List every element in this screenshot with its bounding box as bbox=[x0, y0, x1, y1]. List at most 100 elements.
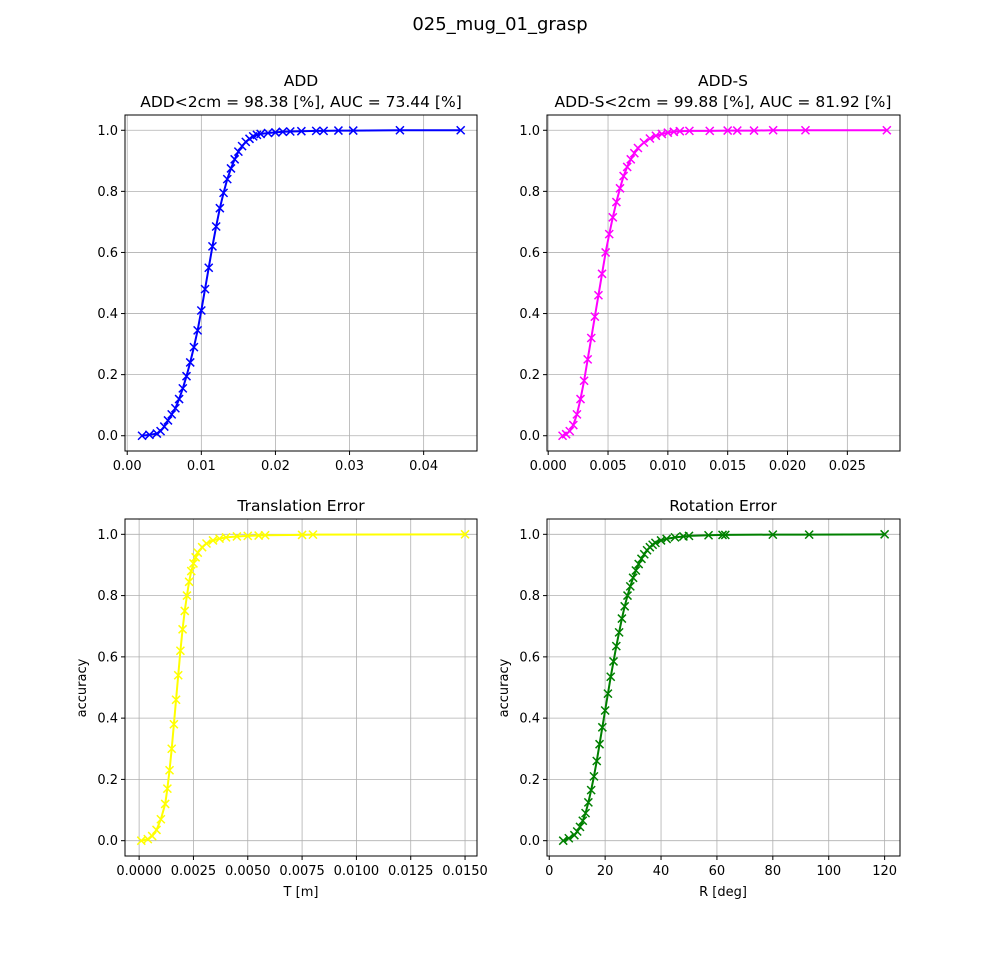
data-point-marker bbox=[285, 126, 295, 137]
data-point-marker bbox=[670, 532, 680, 542]
data-point-marker bbox=[204, 263, 214, 273]
data-point-marker bbox=[188, 558, 198, 568]
y-tick-label: 0.2 bbox=[519, 773, 540, 788]
data-point-marker bbox=[137, 431, 147, 441]
data-point-marker bbox=[568, 420, 578, 430]
y-tick-label: 1.0 bbox=[97, 528, 118, 543]
y-tick-label: 0.8 bbox=[97, 589, 118, 604]
data-point-marker bbox=[720, 530, 730, 540]
x-tick-label: 0.005 bbox=[589, 459, 626, 474]
y-tick-label: 0.6 bbox=[519, 246, 540, 261]
data-point-marker bbox=[395, 125, 405, 135]
data-point-marker bbox=[572, 409, 582, 419]
data-point-marker bbox=[617, 614, 627, 624]
x-tick-label: 0.0075 bbox=[279, 864, 325, 879]
data-point-marker bbox=[222, 174, 232, 184]
data-point-marker bbox=[611, 641, 621, 651]
data-point-marker bbox=[611, 197, 621, 207]
x-tick-label: 0.04 bbox=[409, 459, 438, 474]
y-tick-label: 0.6 bbox=[97, 650, 118, 665]
y-tick-label: 0.2 bbox=[97, 368, 118, 383]
data-point-marker bbox=[181, 371, 192, 381]
data-point-marker bbox=[603, 689, 613, 699]
data-point-marker bbox=[636, 554, 646, 564]
data-point-marker bbox=[270, 127, 280, 137]
x-tick-label: 0.0150 bbox=[442, 864, 488, 879]
data-point-marker bbox=[639, 549, 649, 559]
y-tick-label: 0.8 bbox=[519, 589, 540, 604]
series-line bbox=[141, 129, 461, 437]
x-tick-label: 0.0100 bbox=[334, 864, 380, 879]
data-point-marker bbox=[232, 531, 242, 541]
subplot-subtitle: ADD-S<2cm = 99.88 [%], AUC = 81.92 [%] bbox=[555, 93, 892, 111]
x-tick-label: 0.0050 bbox=[225, 864, 271, 879]
data-point-marker bbox=[256, 129, 266, 139]
data-point-marker bbox=[723, 126, 733, 136]
data-point-marker bbox=[186, 566, 196, 576]
data-point-marker bbox=[460, 529, 470, 539]
y-tick-label: 0.4 bbox=[519, 712, 540, 727]
data-point-marker bbox=[151, 825, 162, 835]
data-point-marker bbox=[593, 290, 603, 300]
y-tick-label: 0.4 bbox=[519, 307, 540, 322]
x-tick-label: 0 bbox=[545, 864, 553, 879]
x-tick-label: 0.01 bbox=[187, 459, 216, 474]
data-point-marker bbox=[163, 415, 173, 425]
x-tick-label: 80 bbox=[765, 864, 782, 879]
data-point-marker bbox=[675, 126, 685, 136]
data-point-marker bbox=[619, 171, 629, 181]
data-point-marker bbox=[178, 624, 188, 634]
data-point-marker bbox=[263, 128, 273, 138]
subplot-title: Rotation Error bbox=[669, 497, 777, 515]
y-tick-label: 0.2 bbox=[519, 368, 540, 383]
series-line bbox=[562, 129, 887, 437]
data-point-marker bbox=[626, 154, 636, 164]
x-tick-label: 60 bbox=[709, 864, 726, 879]
data-point-marker bbox=[717, 530, 728, 540]
data-point-marker bbox=[136, 836, 146, 846]
data-point-marker bbox=[233, 147, 243, 157]
data-point-marker bbox=[558, 836, 568, 846]
data-point-marker bbox=[629, 148, 639, 158]
plot-area-3: 0.0000 0.0025 0.0050 0.0075 0.0100 0.0125 0.01… bbox=[97, 518, 488, 879]
data-point-marker bbox=[880, 529, 890, 539]
y-tick-label: 0.8 bbox=[519, 185, 540, 200]
data-point-marker bbox=[579, 376, 589, 386]
data-point-marker bbox=[565, 426, 575, 436]
x-tick-label: 0.000 bbox=[530, 459, 567, 474]
data-point-marker bbox=[614, 627, 624, 637]
data-point-marker bbox=[625, 581, 635, 591]
axes-frame bbox=[124, 518, 478, 857]
data-point-marker bbox=[589, 771, 599, 781]
data-point-marker bbox=[645, 133, 655, 144]
data-point-marker bbox=[572, 826, 582, 837]
data-point-marker bbox=[182, 591, 192, 601]
data-point-marker bbox=[656, 535, 666, 545]
data-point-marker bbox=[631, 565, 641, 575]
data-point-marker bbox=[620, 601, 630, 611]
data-point-marker bbox=[167, 409, 177, 419]
subplot-title: ADD-S bbox=[698, 72, 748, 90]
data-point-marker bbox=[604, 229, 614, 239]
data-point-marker bbox=[219, 188, 229, 198]
data-point-marker bbox=[230, 154, 240, 164]
data-point-marker bbox=[319, 126, 329, 136]
data-point-marker bbox=[600, 705, 610, 716]
data-point-marker bbox=[705, 126, 715, 136]
data-point-marker bbox=[333, 126, 343, 136]
data-point-marker bbox=[583, 797, 593, 807]
data-point-marker bbox=[564, 833, 574, 843]
data-point-marker bbox=[211, 221, 221, 232]
x-axis-label: T [m] bbox=[283, 885, 319, 900]
x-tick-label: 0.02 bbox=[261, 459, 290, 474]
data-point-marker bbox=[226, 163, 236, 173]
data-point-marker bbox=[143, 834, 153, 844]
data-point-marker bbox=[651, 131, 661, 141]
data-point-marker bbox=[597, 722, 607, 732]
data-point-marker bbox=[606, 672, 616, 682]
data-point-marker bbox=[297, 530, 307, 540]
subplot-add-s: ADD-S ADD-S<2cm = 99.88 [%], AUC = 81.92… bbox=[555, 72, 892, 111]
data-point-marker bbox=[586, 333, 596, 343]
data-point-marker bbox=[578, 816, 588, 826]
